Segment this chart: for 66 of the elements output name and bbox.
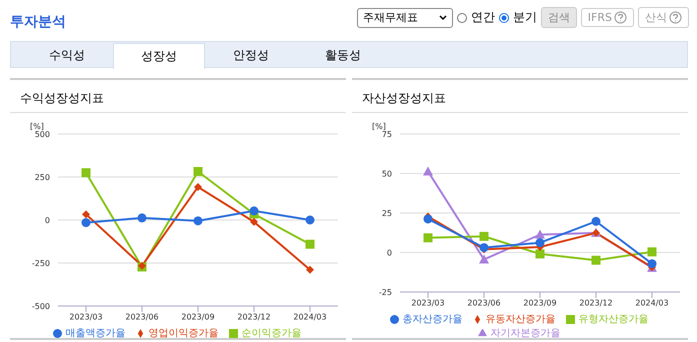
legend-label: 순이익증가율 [242, 328, 302, 339]
text: 분기 [512, 9, 537, 26]
legend-label: 자기자본증가율 [490, 328, 560, 339]
text: 성장성 [113, 43, 205, 69]
point [535, 230, 545, 239]
legend-label: 총자산증가율 [402, 314, 462, 325]
point [250, 218, 258, 226]
text: 연간 [470, 9, 495, 26]
point [424, 233, 432, 242]
y-tick-label: 75 [382, 130, 392, 139]
legend-label: 영업이익증가율 [148, 328, 218, 339]
legend-label: 매출액증가율 [66, 328, 126, 339]
point [536, 238, 544, 248]
x-tick-label: 2023/12 [237, 312, 271, 322]
point [536, 249, 544, 258]
text: 안정성 [232, 46, 270, 64]
point [423, 166, 433, 176]
point [194, 166, 202, 176]
point [250, 206, 258, 216]
x-tick-label: 2023/03 [411, 298, 445, 308]
text: 활동성 [324, 46, 362, 64]
x-tick-label: 2023/09 [181, 312, 215, 322]
chart-title: 자산성장성지표 [362, 90, 446, 107]
x-tick-label: 2024/03 [635, 298, 669, 308]
point [592, 256, 600, 265]
text: 투자분석 [10, 13, 66, 31]
point [424, 214, 432, 224]
legend-label: 유동자산증가율 [486, 314, 556, 325]
y-tick-label: -25 [378, 288, 392, 297]
y-axis-title: [%] [30, 122, 44, 131]
x-tick-label: 2023/12 [579, 298, 613, 308]
text: 수익성 [48, 46, 86, 64]
y-tick-label: -250 [32, 258, 50, 268]
point [82, 210, 90, 218]
chart-title: 수익성장성지표 [20, 90, 104, 107]
point [138, 213, 146, 222]
x-tick-label: 2023/06 [467, 298, 501, 308]
y-tick-label: 0 [44, 216, 50, 225]
y-tick-label: 50 [382, 169, 392, 178]
point [479, 254, 489, 264]
x-tick-label: 2023/09 [523, 298, 557, 308]
point [306, 216, 314, 224]
x-tick-label: 2024/03 [293, 312, 327, 322]
point [306, 240, 314, 249]
y-tick-label: 500 [34, 130, 50, 139]
point [648, 247, 656, 256]
x-tick-label: 2023/03 [69, 312, 103, 322]
x-tick-label: 2023/06 [125, 312, 159, 322]
point [82, 168, 90, 178]
point [82, 218, 90, 228]
point [194, 182, 202, 191]
y-axis-title: [%] [372, 122, 386, 131]
y-tick-label: -500 [32, 302, 50, 311]
point [480, 232, 488, 241]
y-tick-label: 250 [34, 172, 50, 182]
point [648, 259, 656, 268]
text: IFRS [588, 11, 612, 24]
text: 검색 [540, 7, 577, 28]
point [194, 216, 202, 226]
select-dropdown: 주재무제표 [356, 8, 453, 28]
text: 산식 [645, 10, 667, 25]
point [306, 266, 314, 274]
y-tick-label: 25 [382, 208, 392, 218]
y-tick-label: 0 [386, 248, 392, 258]
legend-label: 유형자산증가율 [578, 314, 648, 325]
point [592, 216, 600, 226]
